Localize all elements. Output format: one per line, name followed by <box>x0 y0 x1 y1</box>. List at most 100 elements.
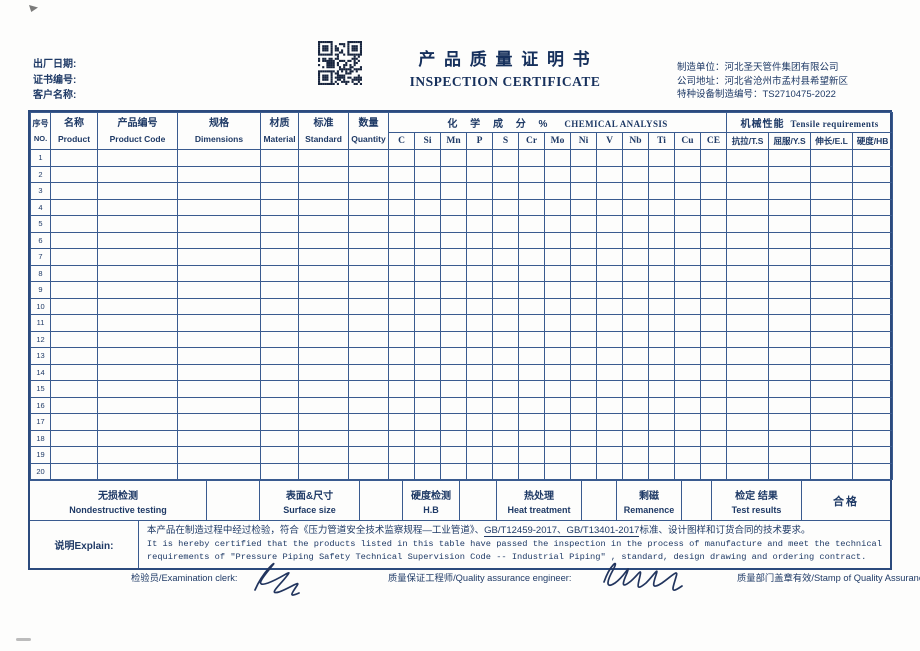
table-cell <box>674 281 701 299</box>
summary-heat-value <box>582 481 617 520</box>
table-cell <box>518 215 545 233</box>
table-cell <box>768 314 812 332</box>
table-cell <box>388 215 415 233</box>
column-header-product: 名称 Product <box>50 112 98 150</box>
chem-col-ti: Ti <box>648 132 675 150</box>
table-cell <box>699 396 728 414</box>
explain-english-line-2: requirements of "Pressure Piping Safety … <box>146 551 867 562</box>
row-number: 3 <box>30 182 51 200</box>
table-cell <box>726 429 770 447</box>
table-cell <box>492 281 519 299</box>
explain-cn-pre: 本产品在制造过程中经过检验，符合《压力管道安全技术监察规程—工业管道》、 <box>146 525 485 536</box>
chem-col-p: P <box>466 132 493 150</box>
table-cell <box>440 396 467 414</box>
summary-remanence-cn: 剩磁 <box>639 490 659 502</box>
table-cell <box>622 248 649 266</box>
explain-english-line-1: It is hereby certified that the products… <box>146 538 882 549</box>
table-cell <box>810 264 854 282</box>
table-cell <box>596 182 623 200</box>
table-row: 17 <box>30 413 894 431</box>
table-cell <box>50 363 98 381</box>
table-cell <box>622 198 649 216</box>
table-cell <box>466 231 493 249</box>
chem-col-s: S <box>492 132 519 150</box>
chemical-group-cn: 化 学 成 分 % <box>447 118 553 130</box>
table-cell <box>298 182 349 200</box>
table-cell <box>492 248 519 266</box>
mechanical-group-en: Tensile requirements <box>790 118 879 129</box>
table-cell <box>852 363 894 381</box>
table-cell <box>768 297 812 315</box>
table-cell <box>518 231 545 249</box>
table-cell <box>50 413 98 431</box>
table-cell <box>177 182 261 200</box>
table-cell <box>596 297 623 315</box>
table-cell <box>260 297 299 315</box>
column-header-en: Product <box>57 134 91 144</box>
table-cell <box>674 330 701 348</box>
table-cell <box>440 198 467 216</box>
customer-name-label: 客户名称: <box>33 90 77 101</box>
table-cell <box>810 462 854 480</box>
table-cell <box>260 149 299 167</box>
table-cell <box>544 264 571 282</box>
table-cell <box>440 446 467 464</box>
table-cell <box>518 462 545 480</box>
table-cell <box>648 462 675 480</box>
table-cell <box>177 396 261 414</box>
table-cell <box>726 446 770 464</box>
table-cell <box>768 182 812 200</box>
table-cell <box>177 264 261 282</box>
table-cell <box>768 429 812 447</box>
table-cell <box>518 281 545 299</box>
summary-hardness-value <box>460 481 497 520</box>
table-cell <box>596 347 623 365</box>
table-cell <box>348 215 389 233</box>
table-cell <box>544 215 571 233</box>
summary-surface-en: Surface size <box>283 504 336 515</box>
table-cell <box>699 198 728 216</box>
table-cell <box>699 314 728 332</box>
table-cell <box>440 215 467 233</box>
table-cell <box>50 429 98 447</box>
table-cell <box>768 149 812 167</box>
table-cell <box>177 314 261 332</box>
column-header-cn: 序号 <box>32 119 49 128</box>
table-cell <box>518 347 545 365</box>
table-cell <box>492 198 519 216</box>
table-cell <box>648 281 675 299</box>
table-cell <box>97 198 178 216</box>
table-cell <box>466 380 493 398</box>
table-cell <box>414 446 441 464</box>
chem-col-mo: Mo <box>544 132 571 150</box>
table-cell <box>50 396 98 414</box>
summary-ndt-en: Nondestructive testing <box>69 504 167 515</box>
table-cell <box>492 396 519 414</box>
summary-hardness-label: 硬度检测 H.B <box>403 481 460 520</box>
table-cell <box>726 165 770 183</box>
table-cell <box>810 165 854 183</box>
table-cell <box>648 149 675 167</box>
table-cell <box>177 297 261 315</box>
table-cell <box>852 165 894 183</box>
table-cell <box>440 297 467 315</box>
table-cell <box>492 215 519 233</box>
table-cell <box>699 429 728 447</box>
table-cell <box>726 182 770 200</box>
table-cell <box>348 446 389 464</box>
table-cell <box>622 215 649 233</box>
table-cell <box>388 198 415 216</box>
table-cell <box>50 182 98 200</box>
table-cell <box>177 198 261 216</box>
table-cell <box>768 330 812 348</box>
table-cell <box>97 264 178 282</box>
table-cell <box>492 182 519 200</box>
table-cell <box>699 215 728 233</box>
table-cell <box>177 462 261 480</box>
table-cell <box>768 215 812 233</box>
page-subtitle: INSPECTION CERTIFICATE <box>409 74 601 89</box>
chem-col-v: V <box>596 132 623 150</box>
table-cell <box>440 264 467 282</box>
table-cell <box>466 165 493 183</box>
table-cell <box>348 396 389 414</box>
